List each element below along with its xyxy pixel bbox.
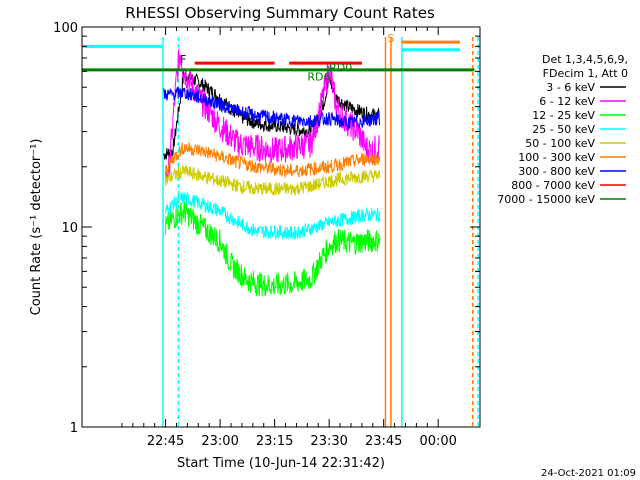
- x-tick-label-0: 22:45: [147, 434, 184, 449]
- x-tick-label-2: 23:15: [256, 434, 293, 449]
- legend-label-1: 6 - 12 keV: [539, 95, 595, 108]
- legend-label-4: 50 - 100 keV: [525, 137, 595, 150]
- x-tick-label-1: 23:00: [201, 434, 238, 449]
- series-line-2: [165, 201, 381, 297]
- series-line-4: [165, 164, 381, 196]
- legend-label-2: 12 - 25 keV: [532, 109, 595, 122]
- legend-header-line-2: FDecim 1, Att 0: [543, 67, 628, 80]
- legend-label-6: 300 - 800 keV: [518, 165, 595, 178]
- annotation-3: S: [387, 32, 394, 45]
- x-axis-title: Start Time (10-Jun-14 22:31:42): [177, 456, 385, 471]
- x-tick-label-5: 00:00: [419, 434, 456, 449]
- legend-label-0: 3 - 6 keV: [546, 81, 595, 94]
- x-tick-label-4: 23:45: [365, 434, 402, 449]
- x-tick-label-3: 23:30: [310, 434, 347, 449]
- x-axis: 22:45 23:00 23:15 23:30 23:45 00:00: [121, 27, 457, 449]
- annotation-2: RD0: [329, 61, 352, 74]
- series-line-5: [165, 141, 381, 179]
- series-line-6: [163, 87, 381, 131]
- legend-label-8: 7000 - 15000 keV: [497, 193, 595, 206]
- timestamp: 24-Oct-2021 01:09: [541, 468, 636, 479]
- annotation-0: F: [180, 53, 186, 66]
- y-tick-label-1: 10: [61, 221, 78, 236]
- series-line-0: [163, 71, 381, 160]
- y-axis-title: Count Rate (s⁻¹ detector⁻¹): [29, 139, 44, 316]
- annotation-1: RD6: [307, 71, 330, 84]
- legend-header-line-1: Det 1,3,4,5,6,9,: [542, 53, 628, 66]
- y-tick-label-0: 1: [70, 421, 78, 436]
- y-axis: 1 10 100: [53, 21, 480, 436]
- y-tick-label-2: 100: [53, 21, 78, 36]
- legend: Det 1,3,4,5,6,9, FDecim 1, Att 0 3 - 6 k…: [497, 53, 628, 206]
- legend-label-5: 100 - 300 keV: [518, 151, 595, 164]
- legend-label-3: 25 - 50 keV: [532, 123, 595, 136]
- legend-label-7: 800 - 7000 keV: [511, 179, 595, 192]
- chart-title: RHESSI Observing Summary Count Rates: [125, 4, 435, 22]
- series-line-3: [165, 192, 381, 240]
